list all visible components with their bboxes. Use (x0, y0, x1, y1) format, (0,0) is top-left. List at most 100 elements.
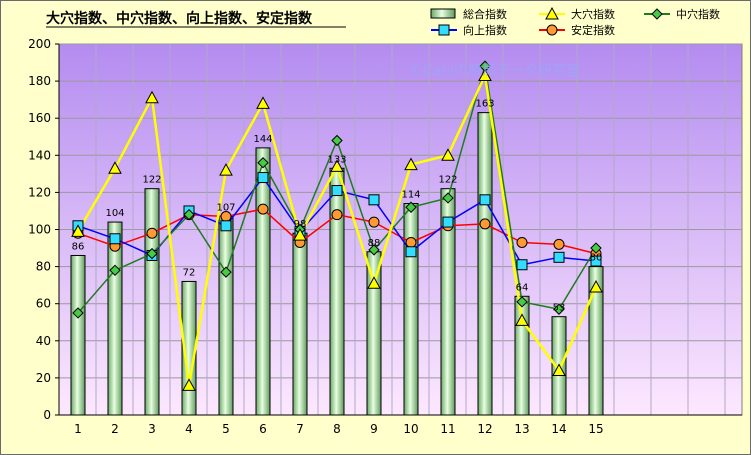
legend-label: 大穴指数 (571, 7, 615, 21)
diamond-marker (109, 264, 121, 277)
circle-marker (331, 209, 343, 221)
circle-marker (146, 227, 158, 239)
bar-value-label: 86 (72, 241, 85, 252)
diamond-marker (183, 208, 195, 221)
bar-value-label: 80 (590, 253, 603, 264)
circle-marker (368, 216, 380, 228)
bar-total-index (477, 112, 493, 416)
square-marker (553, 251, 565, 263)
x-tick-label: 1 (74, 422, 82, 436)
y-tick-label: 120 (28, 185, 51, 199)
bar-total-index (218, 216, 234, 416)
legend-square-marker (438, 24, 450, 36)
bar-total-index (366, 251, 382, 416)
bar-value-label: 98 (294, 219, 307, 230)
legend-label: 向上指数 (463, 23, 507, 37)
circle-marker (405, 236, 417, 248)
square-marker (220, 220, 232, 232)
triangle-marker (441, 148, 455, 161)
diamond-marker (368, 244, 380, 256)
y-tick-label: 20 (36, 371, 51, 385)
x-tick-label: 10 (403, 422, 418, 436)
diamond-marker (220, 266, 232, 278)
diamond-marker (516, 296, 528, 308)
bar-total-index (292, 232, 308, 416)
x-tick-label: 13 (514, 422, 529, 436)
square-marker (257, 172, 269, 184)
triangle-marker (108, 161, 122, 174)
bar-total-index (255, 147, 271, 416)
triangle-marker (219, 163, 233, 176)
x-tick-label: 4 (185, 422, 193, 436)
square-marker (368, 194, 380, 206)
x-tick-label: 14 (551, 422, 566, 436)
triangle-marker (145, 90, 159, 104)
square-marker (442, 216, 454, 228)
diamond-marker (331, 134, 343, 147)
legend-triangle-marker (545, 6, 559, 20)
circle-marker (257, 203, 269, 215)
triangle-marker (589, 279, 603, 293)
bar-value-label: 122 (142, 175, 161, 186)
x-tick-label: 11 (440, 422, 455, 436)
diamond-marker (590, 242, 602, 254)
chart-title: 大穴指数、中穴指数、向上指数、安定指数 (46, 10, 313, 27)
y-tick-label: 160 (28, 111, 51, 125)
x-tick-label: 2 (111, 422, 119, 436)
x-tick-label: 5 (222, 422, 230, 436)
bar-total-index (403, 203, 419, 416)
x-tick-label: 7 (296, 422, 304, 436)
diamond-marker (146, 247, 158, 260)
triangle-marker (515, 313, 529, 326)
x-tick-label: 15 (588, 422, 603, 436)
square-marker (109, 233, 121, 245)
triangle-marker (71, 224, 85, 237)
triangle-marker (330, 159, 344, 172)
diamond-marker (405, 201, 417, 213)
bar-value-label: 88 (368, 238, 381, 249)
x-tick-label: 6 (259, 422, 267, 436)
triangle-marker (367, 276, 381, 289)
triangle-marker (182, 378, 196, 391)
triangle-marker (256, 96, 270, 109)
circle-marker (553, 238, 565, 250)
legend-label: 安定指数 (571, 23, 615, 37)
bar-value-label: 104 (105, 208, 124, 219)
bar-value-label: 64 (516, 282, 529, 293)
bar-value-label: 163 (475, 99, 494, 110)
y-tick-label: 0 (43, 408, 51, 422)
legend-label: 中穴指数 (676, 7, 720, 21)
square-marker (331, 185, 343, 197)
legend-circle-marker (546, 24, 558, 36)
legend-diamond-marker (651, 8, 663, 20)
triangle-marker (293, 228, 307, 241)
square-marker (516, 259, 528, 271)
x-tick-label: 12 (477, 422, 492, 436)
x-tick-label: 8 (333, 422, 341, 436)
y-tick-label: 200 (28, 37, 51, 51)
y-tick-label: 40 (36, 334, 51, 348)
line-series (71, 60, 603, 391)
circle-marker (516, 236, 528, 248)
gridlines (58, 43, 742, 415)
diamond-marker (257, 157, 269, 169)
diamond-marker (553, 303, 565, 315)
square-marker (405, 246, 417, 258)
circle-marker (479, 218, 491, 230)
y-tick-label: 180 (28, 74, 51, 88)
data-labels: 86 104 122 72 107 144 98 133 88 114 122 163 64 53 80 (72, 99, 603, 314)
bar-total-index (144, 188, 160, 416)
diamond-marker (442, 192, 454, 204)
y-tick-label: 60 (36, 297, 51, 311)
bar-value-label: 114 (401, 190, 420, 201)
bar-value-label: 107 (216, 203, 235, 214)
y-tick-label: 100 (28, 223, 51, 237)
triangle-marker (552, 363, 566, 376)
square-marker (590, 255, 602, 267)
legend-label: 総合指数 (463, 7, 507, 21)
y-tick-label: 80 (36, 260, 51, 274)
